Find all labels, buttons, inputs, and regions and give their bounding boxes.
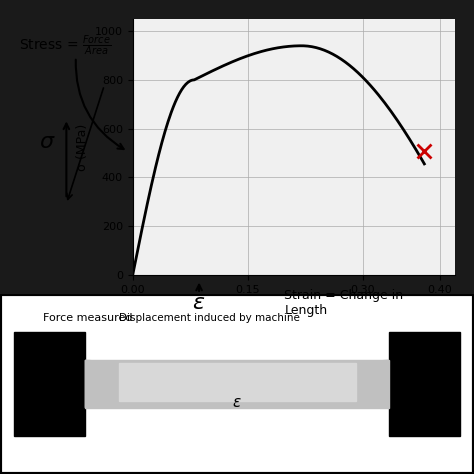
Bar xyxy=(14,332,85,436)
Text: Displacement induced by machine: Displacement induced by machine xyxy=(118,312,300,323)
Text: Strain = Change in
Length: Strain = Change in Length xyxy=(284,289,403,318)
Bar xyxy=(118,363,356,401)
Bar xyxy=(389,332,460,436)
Text: $\sigma$: $\sigma$ xyxy=(425,377,438,395)
Text: Stress = $\frac{Force}{Area}$: Stress = $\frac{Force}{Area}$ xyxy=(19,33,111,57)
FancyBboxPatch shape xyxy=(0,294,474,474)
Text: $\sigma$: $\sigma$ xyxy=(36,377,49,395)
Text: $\varepsilon$: $\varepsilon$ xyxy=(192,293,206,313)
Text: Force measured: Force measured xyxy=(43,312,132,323)
Polygon shape xyxy=(356,360,389,408)
Text: $\sigma$: $\sigma$ xyxy=(39,132,56,152)
Text: $\varepsilon$: $\varepsilon$ xyxy=(232,395,242,410)
Y-axis label: σ (MPa): σ (MPa) xyxy=(76,123,90,171)
Bar xyxy=(85,360,389,408)
Polygon shape xyxy=(85,360,118,408)
